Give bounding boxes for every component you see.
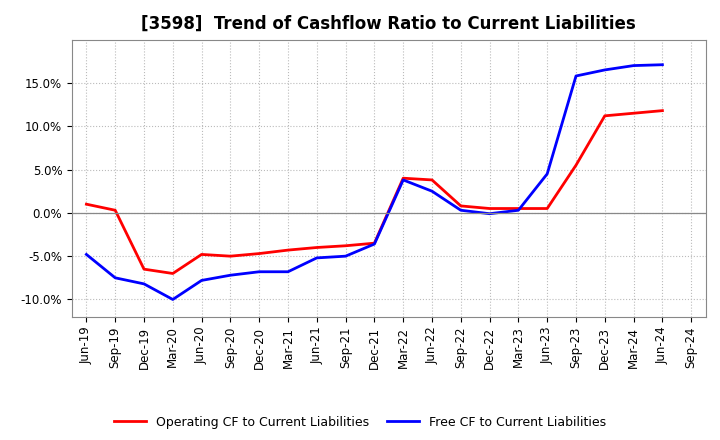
Operating CF to Current Liabilities (284, 247, 292, 253)
Operating CF to Current Liabilities (341, 243, 350, 249)
Operating CF to Current Liabilities (255, 251, 264, 256)
Free CF to Current Liabilities (456, 208, 465, 213)
Free CF to Current Liabilities (399, 177, 408, 183)
Operating CF to Current Liabilities (82, 202, 91, 207)
Operating CF to Current Liabilities (226, 253, 235, 259)
Title: [3598]  Trend of Cashflow Ratio to Current Liabilities: [3598] Trend of Cashflow Ratio to Curren… (141, 15, 636, 33)
Free CF to Current Liabilities (284, 269, 292, 275)
Operating CF to Current Liabilities (168, 271, 177, 276)
Free CF to Current Liabilities (485, 211, 494, 216)
Free CF to Current Liabilities (428, 189, 436, 194)
Operating CF to Current Liabilities (312, 245, 321, 250)
Operating CF to Current Liabilities (197, 252, 206, 257)
Free CF to Current Liabilities (82, 252, 91, 257)
Line: Operating CF to Current Liabilities: Operating CF to Current Liabilities (86, 110, 662, 274)
Free CF to Current Liabilities (600, 67, 609, 73)
Free CF to Current Liabilities (197, 278, 206, 283)
Operating CF to Current Liabilities (514, 206, 523, 211)
Free CF to Current Liabilities (226, 272, 235, 278)
Line: Free CF to Current Liabilities: Free CF to Current Liabilities (86, 65, 662, 300)
Free CF to Current Liabilities (658, 62, 667, 67)
Operating CF to Current Liabilities (111, 208, 120, 213)
Legend: Operating CF to Current Liabilities, Free CF to Current Liabilities: Operating CF to Current Liabilities, Fre… (109, 411, 611, 434)
Free CF to Current Liabilities (255, 269, 264, 275)
Operating CF to Current Liabilities (658, 108, 667, 113)
Operating CF to Current Liabilities (370, 241, 379, 246)
Free CF to Current Liabilities (140, 281, 148, 286)
Operating CF to Current Liabilities (456, 203, 465, 209)
Free CF to Current Liabilities (629, 63, 638, 68)
Operating CF to Current Liabilities (485, 206, 494, 211)
Operating CF to Current Liabilities (572, 162, 580, 168)
Free CF to Current Liabilities (370, 242, 379, 247)
Free CF to Current Liabilities (572, 73, 580, 79)
Operating CF to Current Liabilities (600, 113, 609, 118)
Operating CF to Current Liabilities (140, 267, 148, 272)
Operating CF to Current Liabilities (543, 206, 552, 211)
Free CF to Current Liabilities (543, 171, 552, 176)
Free CF to Current Liabilities (111, 275, 120, 280)
Free CF to Current Liabilities (312, 255, 321, 260)
Free CF to Current Liabilities (341, 253, 350, 259)
Operating CF to Current Liabilities (428, 177, 436, 183)
Free CF to Current Liabilities (168, 297, 177, 302)
Operating CF to Current Liabilities (399, 176, 408, 181)
Operating CF to Current Liabilities (629, 110, 638, 116)
Free CF to Current Liabilities (514, 208, 523, 213)
